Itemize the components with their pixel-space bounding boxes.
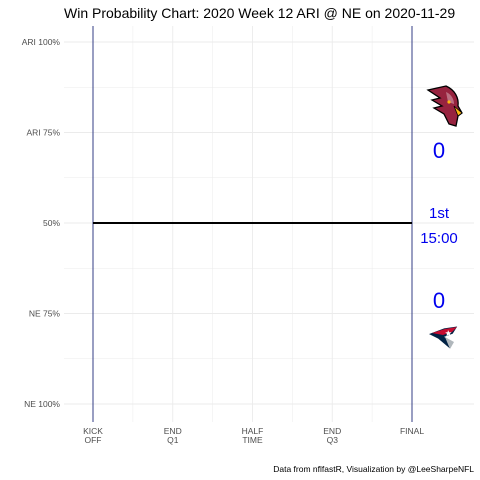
y-tick-label: ARI 75% bbox=[26, 128, 60, 138]
x-tick-label: END bbox=[164, 426, 182, 436]
x-tick-label: END bbox=[323, 426, 341, 436]
x-tick-label: HALF bbox=[242, 426, 264, 436]
x-tick-label: KICK bbox=[83, 426, 103, 436]
x-tick-label-line2: Q3 bbox=[327, 435, 339, 445]
game-period: 1st bbox=[429, 205, 450, 222]
chart-title: Win Probability Chart: 2020 Week 12 ARI … bbox=[64, 5, 455, 21]
y-tick-label: NE 100% bbox=[24, 399, 60, 409]
patriots-logo bbox=[427, 325, 459, 350]
x-tick-label-line2: OFF bbox=[85, 435, 102, 445]
cardinals-logo bbox=[426, 85, 463, 127]
y-tick-label: NE 75% bbox=[29, 309, 61, 319]
away-score: 0 bbox=[433, 138, 445, 163]
x-tick-label-line2: TIME bbox=[242, 435, 263, 445]
y-axis-tick-labels: ARI 100% ARI 75% 50% NE 75% NE 100% bbox=[22, 37, 61, 409]
home-score: 0 bbox=[433, 288, 445, 313]
chart-caption: Data from nflfastR, Visualization by @Le… bbox=[273, 464, 474, 474]
game-clock: 15:00 bbox=[420, 230, 458, 247]
x-tick-label: FINAL bbox=[400, 426, 424, 436]
x-tick-label-line2: Q1 bbox=[167, 435, 179, 445]
y-tick-label: ARI 100% bbox=[22, 37, 61, 47]
y-tick-label: 50% bbox=[43, 218, 60, 228]
